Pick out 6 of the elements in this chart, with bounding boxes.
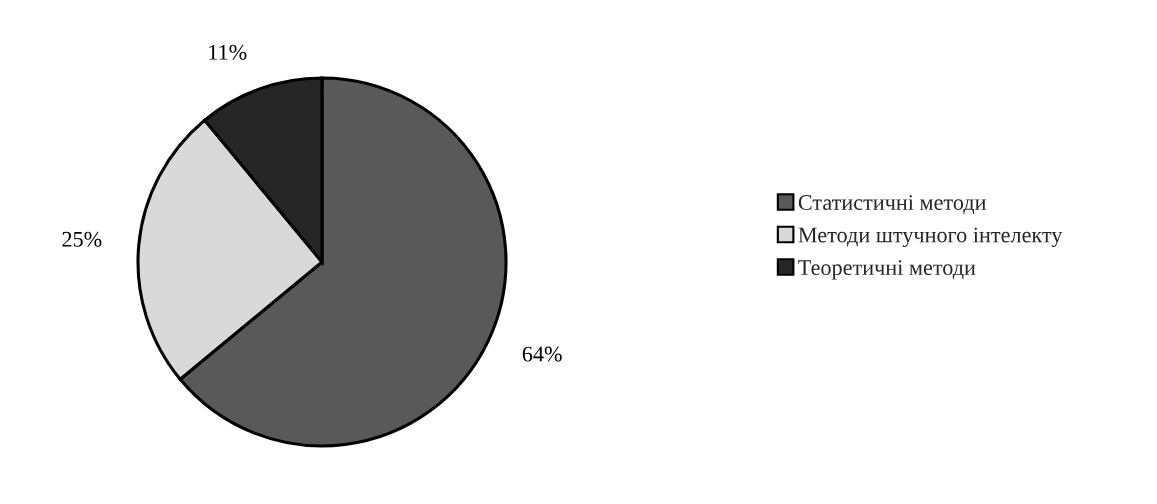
legend-label: Статистичні методи — [798, 195, 986, 215]
data-label: 25% — [62, 231, 102, 247]
data-label: 11% — [209, 44, 247, 60]
legend-label: Теоретичні методи — [798, 260, 976, 280]
data-label: 64% — [522, 346, 562, 362]
legend-label: Методи штучного інтелекту — [798, 227, 1063, 248]
